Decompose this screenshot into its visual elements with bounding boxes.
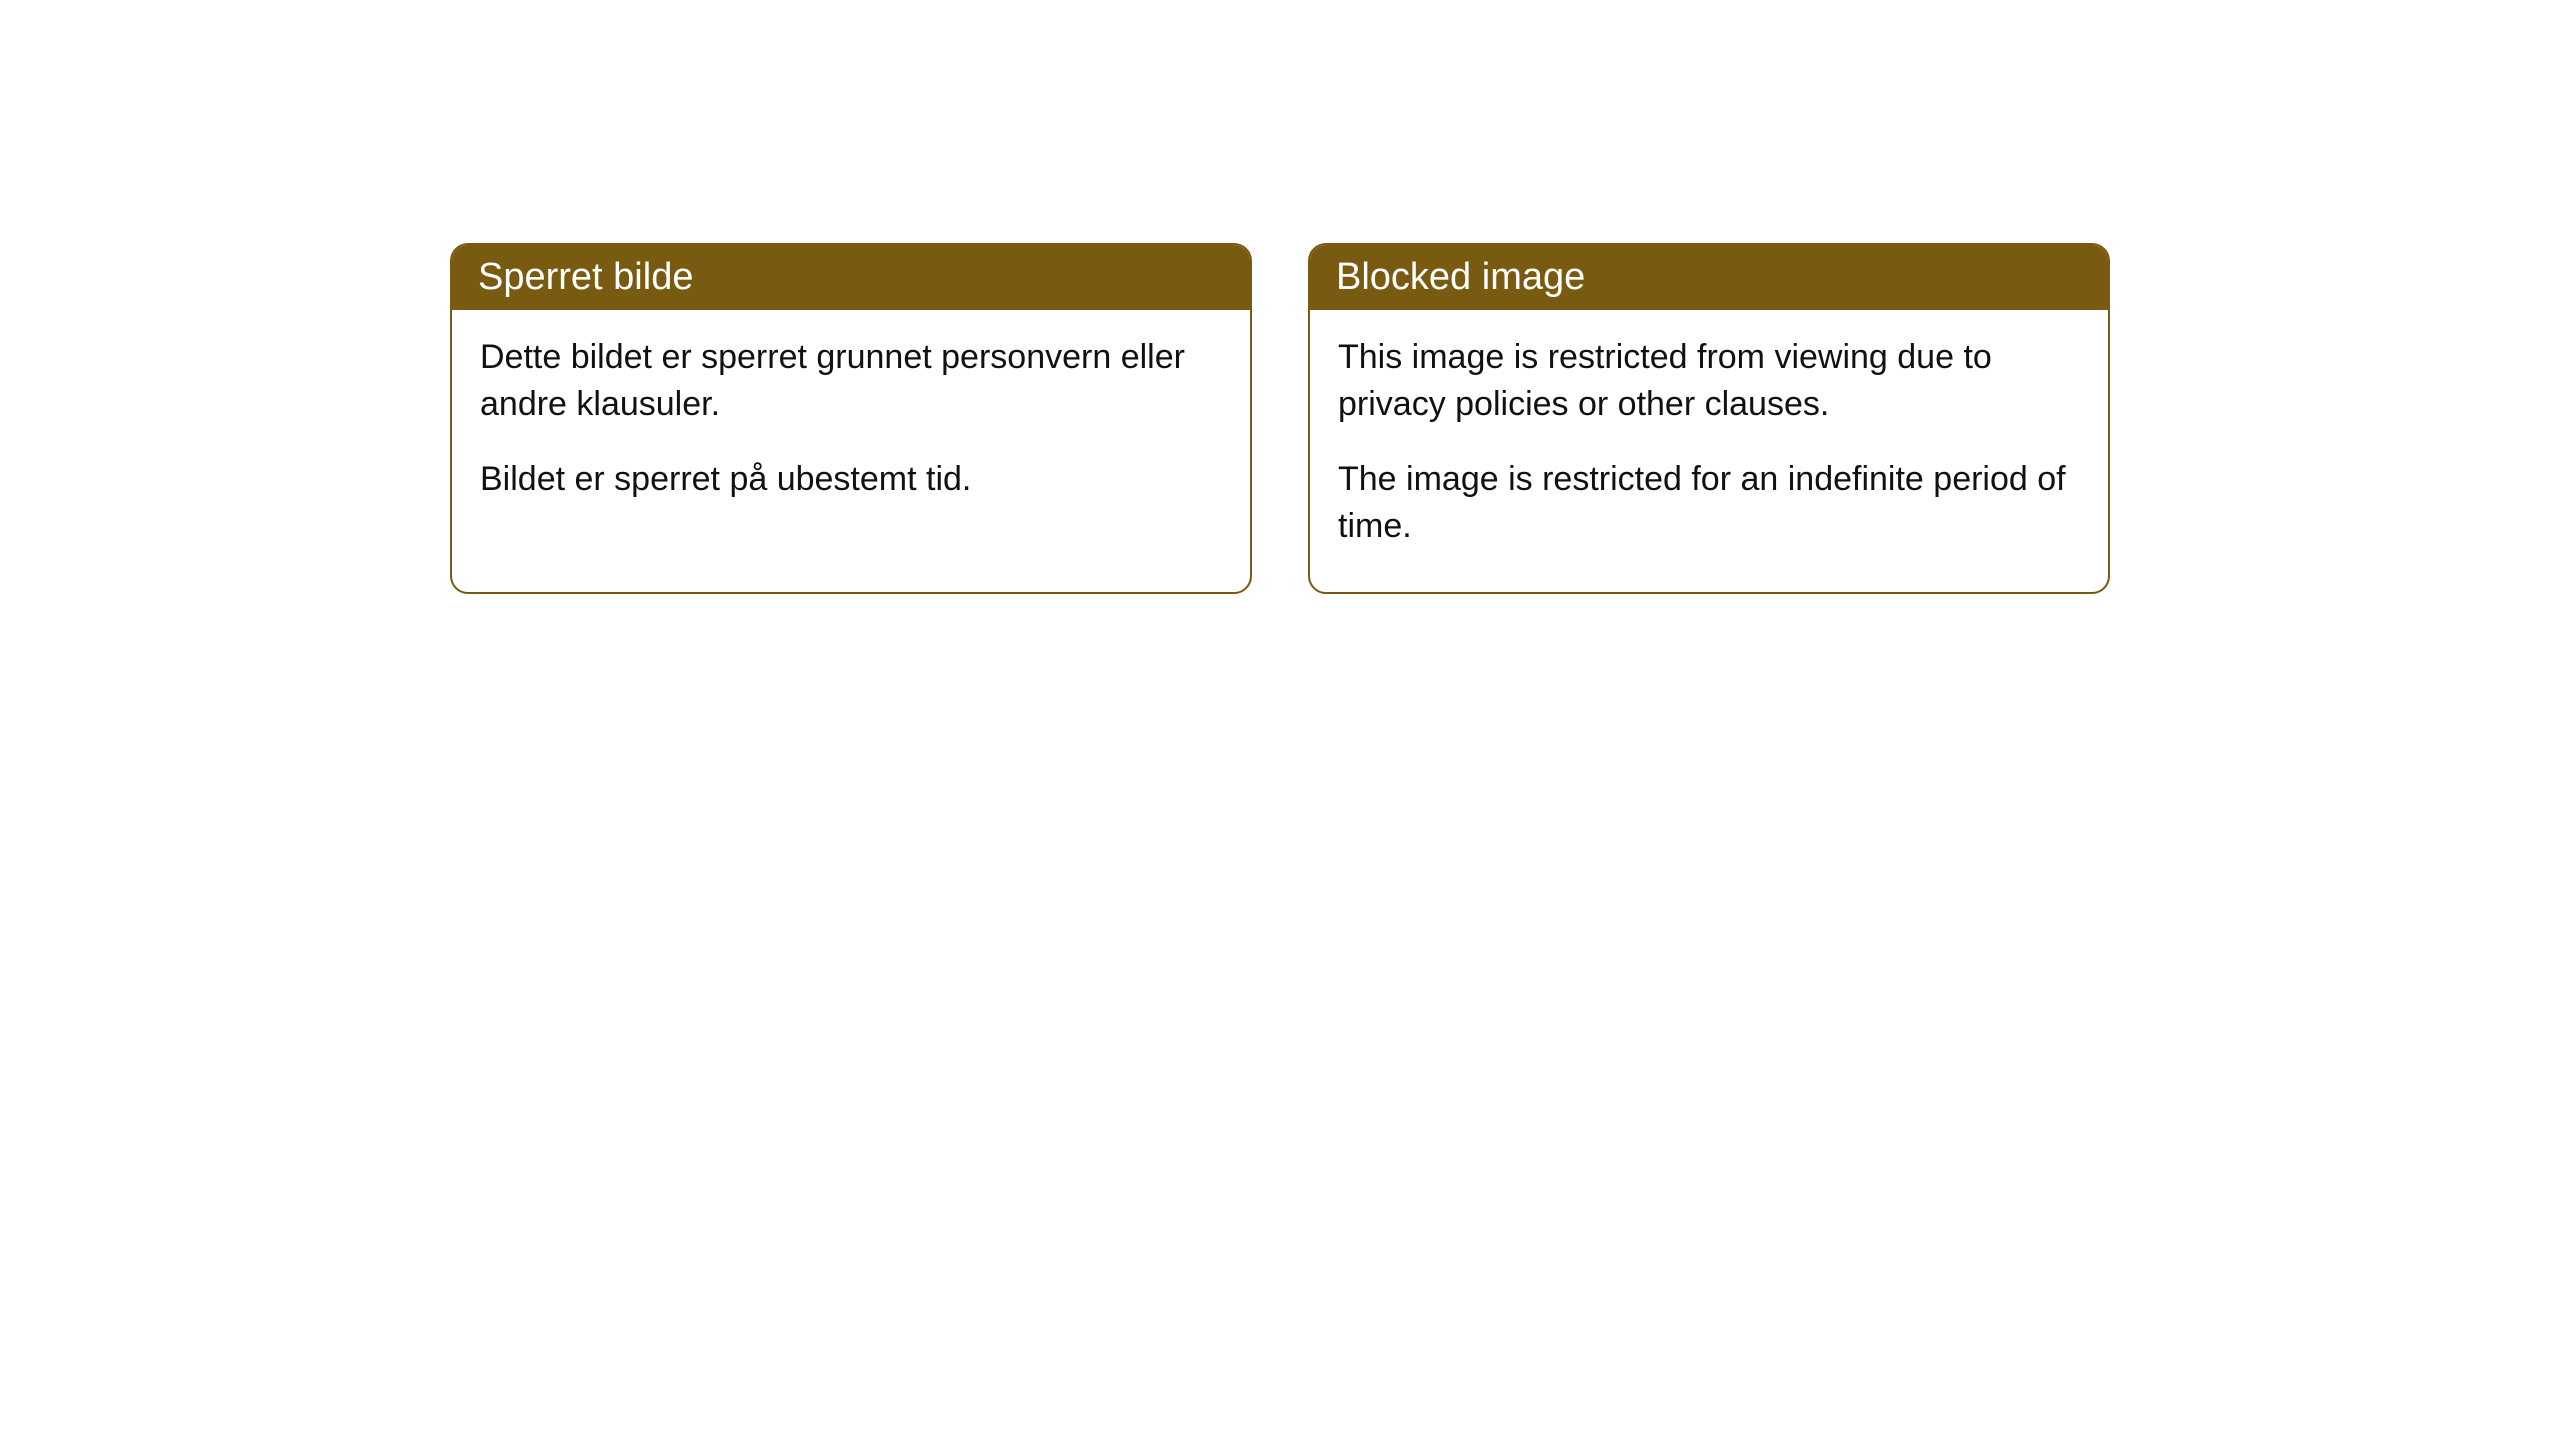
card-paragraph: This image is restricted from viewing du… <box>1338 334 2080 428</box>
card-paragraph: Bildet er sperret på ubestemt tid. <box>480 456 1222 503</box>
notice-cards-container: Sperret bilde Dette bildet er sperret gr… <box>0 243 2560 594</box>
card-header-norwegian: Sperret bilde <box>452 245 1250 310</box>
card-header-english: Blocked image <box>1310 245 2108 310</box>
card-body-english: This image is restricted from viewing du… <box>1310 310 2108 592</box>
notice-card-english: Blocked image This image is restricted f… <box>1308 243 2110 594</box>
card-title: Sperret bilde <box>478 256 693 298</box>
card-title: Blocked image <box>1336 256 1585 298</box>
card-paragraph: The image is restricted for an indefinit… <box>1338 456 2080 550</box>
card-paragraph: Dette bildet er sperret grunnet personve… <box>480 334 1222 428</box>
card-body-norwegian: Dette bildet er sperret grunnet personve… <box>452 310 1250 545</box>
notice-card-norwegian: Sperret bilde Dette bildet er sperret gr… <box>450 243 1252 594</box>
